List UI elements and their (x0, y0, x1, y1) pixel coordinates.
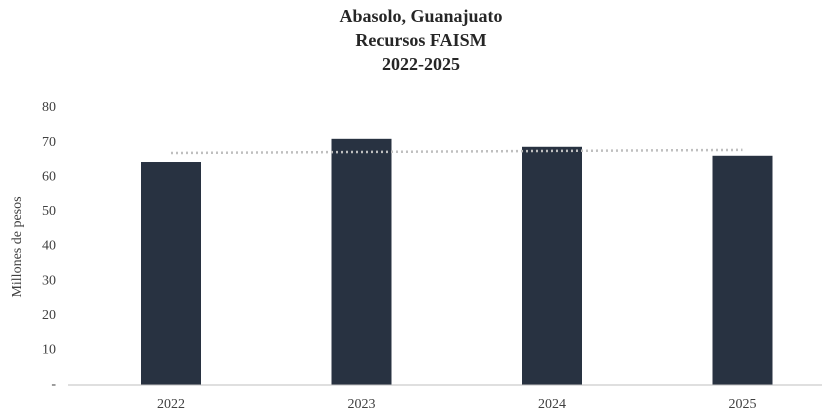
chart-title: Abasolo, Guanajuato (339, 6, 502, 26)
chart-title: 2022-2025 (382, 54, 460, 74)
y-tick-label: 20 (42, 308, 56, 323)
bar (331, 138, 392, 385)
x-tick-label: 2025 (729, 397, 757, 412)
x-tick-label: 2022 (157, 397, 185, 412)
y-tick-label: 30 (42, 273, 56, 288)
x-tick-label: 2024 (538, 397, 566, 412)
trend-line (170, 148, 743, 155)
bar (522, 146, 582, 385)
bar (141, 162, 201, 385)
y-tick-label: - (51, 377, 56, 392)
y-tick-label: 70 (42, 135, 56, 150)
x-tick-label: 2023 (348, 397, 376, 412)
y-tick-label: 80 (42, 100, 56, 115)
y-tick-label: 50 (42, 204, 56, 219)
chart-title: Recursos FAISM (355, 30, 486, 50)
y-tick-label: 40 (42, 239, 56, 254)
y-tick-label: 10 (42, 343, 56, 358)
y-tick-label: 60 (42, 169, 56, 184)
bar (712, 155, 773, 385)
y-axis-label: Millones de pesos (10, 196, 25, 297)
